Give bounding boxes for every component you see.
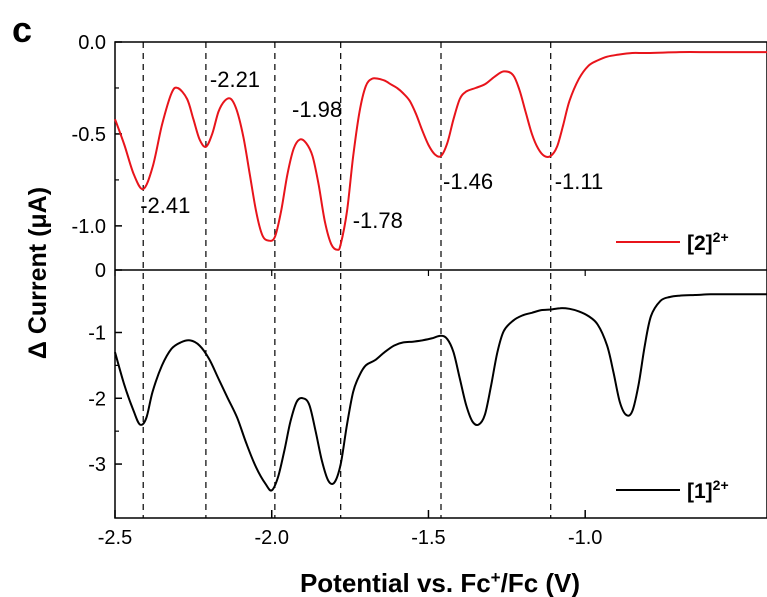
series-line-top xyxy=(114,51,767,251)
y-tick-label-zero: 0 xyxy=(95,260,106,282)
x-axis-label-pre: Potential vs. Fc xyxy=(300,568,491,597)
peak-annotation: -1.46 xyxy=(443,169,493,194)
panel-label: c xyxy=(12,9,32,50)
peak-annotation: -2.41 xyxy=(140,193,190,218)
series-layer xyxy=(114,51,767,492)
annotations-layer: -2.41 -2.21 -1.98 -1.78 -1.46 -1.11 xyxy=(140,67,603,233)
y-tick-label-top: -0.5 xyxy=(72,124,106,146)
x-tick-label: -1.5 xyxy=(411,527,445,549)
peak-annotation: -1.78 xyxy=(353,208,403,233)
series-line-bottom xyxy=(114,293,767,492)
y-tick-label-bottom: -1 xyxy=(88,322,106,344)
legend-label: [1]2+ xyxy=(687,477,729,503)
x-axis-label-sup: + xyxy=(491,568,501,587)
peak-annotation: -1.11 xyxy=(555,169,604,194)
peak-annotation: -2.21 xyxy=(210,67,260,92)
x-axis-label: Potential vs. Fc+/Fc (V) xyxy=(300,568,580,597)
legend-label: [2]2+ xyxy=(687,229,729,255)
x-axis-label-post: /Fc (V) xyxy=(501,568,580,597)
x-tick-label: -2.5 xyxy=(98,527,132,549)
y-tick-label-bottom: -2 xyxy=(88,388,106,410)
y-tick-label-top: -1.0 xyxy=(72,216,106,238)
y-tick-label-top: 0.0 xyxy=(78,32,106,54)
x-tick-label: -1.0 xyxy=(568,527,602,549)
legends-layer: [2]2+ [1]2+ xyxy=(616,229,729,503)
dashed-lines-layer xyxy=(142,42,552,518)
x-tick-label: -2.0 xyxy=(254,527,288,549)
axes-layer: 0.0 -0.5 -1.0 0 -1 -2 -3 -2.5 -2.0 -1.5 -1.0 xyxy=(72,32,767,549)
y-axis-label: Δ Current (μA) xyxy=(24,187,52,359)
peak-annotation: -1.98 xyxy=(292,97,342,122)
y-tick-label-bottom: -3 xyxy=(88,454,106,476)
